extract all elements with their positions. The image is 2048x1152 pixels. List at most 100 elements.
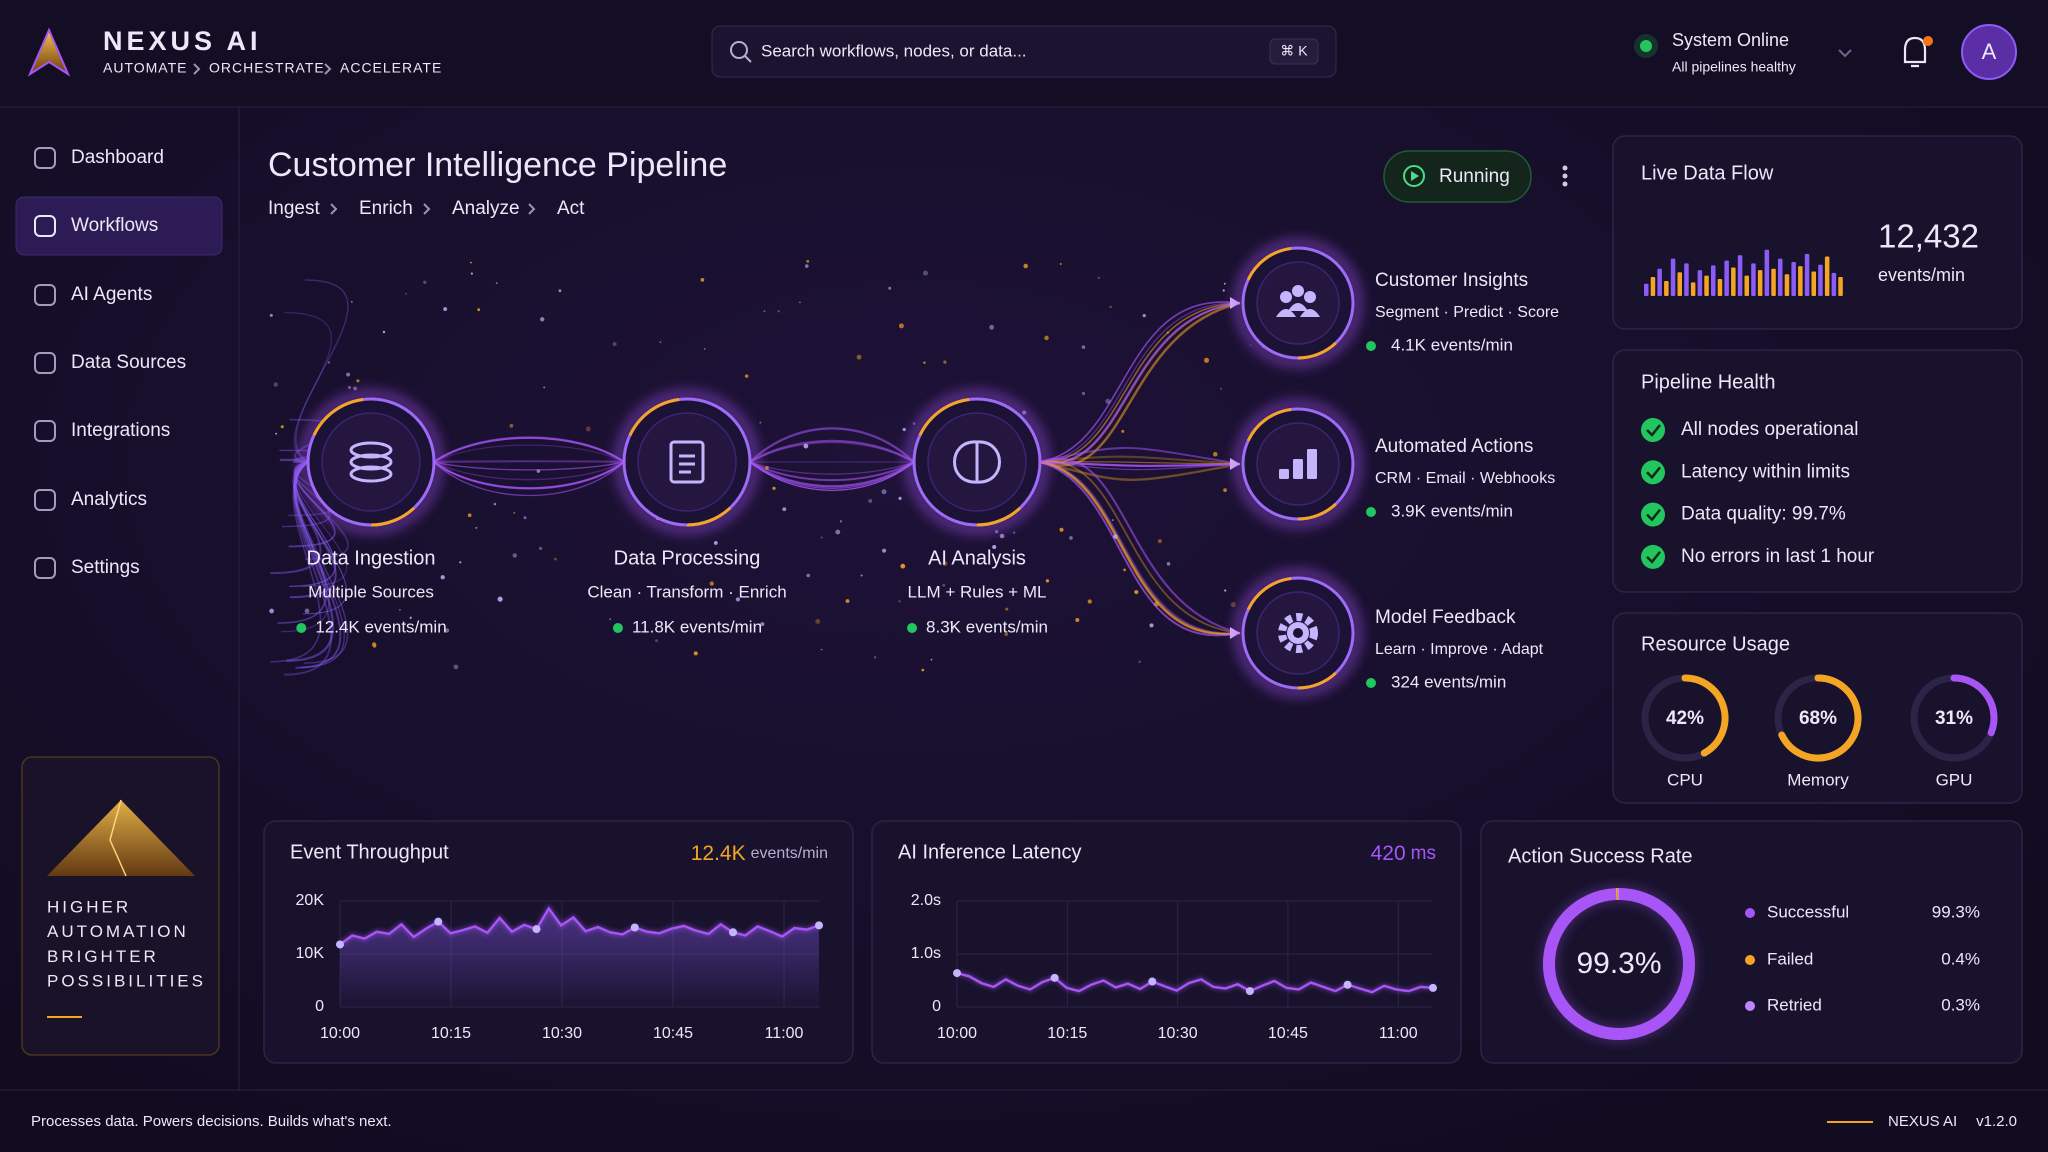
particle	[759, 421, 762, 424]
node-glow	[1234, 569, 1362, 697]
flow-stream	[295, 461, 347, 615]
particle	[930, 658, 933, 661]
check-icon	[1646, 424, 1661, 437]
status-dropdown[interactable]	[1838, 49, 1852, 58]
particle	[453, 664, 459, 670]
x-tick-label: 10:00	[320, 1025, 360, 1042]
legend-value: 0.4%	[1941, 949, 1980, 968]
breadcrumb-item: Analyze	[452, 198, 520, 219]
particle	[523, 516, 527, 520]
card-title: AI Inference Latency	[898, 841, 1081, 863]
flow-stream	[284, 312, 332, 463]
promo-card	[21, 756, 220, 1056]
particle	[820, 648, 823, 651]
particle	[655, 639, 659, 643]
flow-stream	[1039, 460, 1241, 481]
nav-item-active[interactable]	[15, 196, 223, 256]
line-marker	[1429, 983, 1437, 992]
gauge-arc	[1950, 674, 1998, 737]
flow-stream	[749, 441, 915, 463]
donut-segment	[1543, 888, 1695, 1040]
particle	[949, 621, 952, 624]
particle	[347, 385, 351, 389]
flow-stream	[433, 461, 625, 471]
gauge-value: 42%	[1666, 708, 1704, 729]
search-icon	[730, 41, 748, 59]
particle	[898, 600, 901, 603]
flow-bar	[1697, 270, 1703, 296]
check-icon	[1641, 418, 1665, 442]
particle	[703, 347, 706, 350]
status-dot	[296, 623, 307, 633]
more-menu[interactable]	[1562, 181, 1568, 187]
particle	[399, 608, 401, 611]
particle	[444, 628, 450, 633]
status-dot	[1366, 507, 1376, 517]
flow-bar	[1644, 283, 1649, 296]
check-icon	[1641, 502, 1665, 527]
particle	[888, 286, 892, 290]
promo-mountain	[47, 800, 195, 876]
flow-bar	[1704, 275, 1709, 296]
nav-icon	[34, 489, 56, 511]
more-menu[interactable]	[1562, 165, 1568, 171]
more-menu[interactable]	[1562, 173, 1568, 179]
flow-stream	[433, 461, 625, 481]
gear-icon	[1293, 628, 1303, 638]
promo-text: AUTOMATION	[47, 922, 189, 941]
particle	[356, 379, 360, 383]
particle	[269, 608, 274, 614]
line-marker	[1343, 980, 1352, 989]
particle	[1222, 289, 1225, 292]
particle	[1134, 589, 1139, 595]
particle	[543, 386, 546, 389]
particle	[689, 553, 693, 556]
output-name: Automated Actions	[1375, 436, 1533, 457]
x-tick-label: 10:00	[937, 1025, 977, 1042]
avatar-initial: A	[1982, 39, 1997, 64]
status-dot	[1640, 40, 1652, 52]
particle	[921, 668, 925, 672]
search-box[interactable]	[711, 25, 1337, 78]
particle	[423, 280, 427, 284]
particle	[513, 512, 516, 514]
flow-bar	[1778, 258, 1783, 296]
node-accent	[686, 506, 732, 527]
flow-stream	[281, 461, 330, 633]
flow-stream	[1039, 460, 1241, 636]
particle	[860, 574, 863, 577]
node-accent	[1246, 576, 1292, 611]
flow-bar	[1791, 262, 1796, 296]
output-detail: Segment · Predict · Score	[1375, 304, 1559, 321]
x-tick-label: 10:45	[653, 1025, 693, 1042]
particle	[1045, 579, 1050, 583]
search-icon	[744, 55, 752, 63]
status-dot	[1366, 341, 1376, 351]
particle	[713, 541, 718, 545]
particle	[1220, 387, 1222, 390]
x-tick-label: 11:00	[1379, 1025, 1418, 1042]
particle	[1097, 276, 1101, 280]
line-marker	[1148, 977, 1157, 986]
flow-stream	[283, 461, 333, 676]
particle	[512, 553, 517, 558]
stage-rate: 11.8K events/min	[632, 617, 762, 636]
bell-icon[interactable]	[1903, 36, 1927, 68]
legend-dot	[1745, 908, 1755, 918]
node-inner	[637, 412, 737, 512]
avatar[interactable]	[1961, 24, 2017, 80]
legend-value: 99.3%	[1932, 902, 1980, 921]
flow-stream	[433, 461, 625, 490]
flow-stream	[749, 427, 915, 463]
status-button[interactable]	[1383, 150, 1532, 203]
flow-stream	[270, 461, 322, 575]
footer-version: v1.2.0	[1976, 1113, 2017, 1130]
particle	[269, 313, 273, 317]
line-marker	[1245, 987, 1254, 996]
stage-rate: 12.4K events/min	[315, 617, 446, 636]
particle	[304, 608, 310, 614]
donut-center: 99.3%	[1576, 947, 1661, 980]
flow-stream	[289, 461, 337, 588]
legend-name: Successful	[1767, 902, 1849, 921]
